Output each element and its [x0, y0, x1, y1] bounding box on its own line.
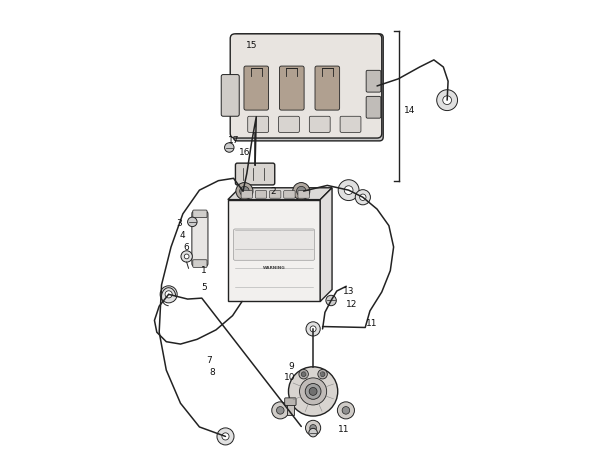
Circle shape — [288, 367, 338, 416]
FancyBboxPatch shape — [280, 66, 304, 110]
FancyBboxPatch shape — [221, 75, 239, 116]
FancyBboxPatch shape — [230, 34, 382, 138]
Text: WARNING: WARNING — [263, 266, 285, 270]
Circle shape — [225, 143, 234, 152]
Polygon shape — [228, 188, 332, 199]
FancyBboxPatch shape — [234, 229, 315, 260]
Circle shape — [437, 90, 458, 111]
Text: 12: 12 — [346, 300, 357, 309]
FancyBboxPatch shape — [193, 210, 207, 218]
FancyBboxPatch shape — [315, 66, 340, 110]
FancyBboxPatch shape — [287, 399, 294, 416]
FancyBboxPatch shape — [340, 116, 361, 133]
Circle shape — [338, 180, 359, 200]
FancyBboxPatch shape — [193, 260, 207, 267]
FancyBboxPatch shape — [309, 116, 330, 133]
FancyBboxPatch shape — [285, 398, 296, 406]
Text: 2: 2 — [270, 187, 275, 196]
FancyBboxPatch shape — [241, 190, 253, 198]
Circle shape — [318, 370, 327, 379]
Text: 11: 11 — [338, 425, 349, 434]
FancyBboxPatch shape — [248, 116, 269, 133]
Text: 16: 16 — [239, 148, 250, 157]
Circle shape — [299, 378, 327, 405]
Text: 7: 7 — [206, 356, 212, 365]
Circle shape — [297, 186, 306, 196]
Circle shape — [305, 383, 321, 399]
Circle shape — [293, 182, 310, 200]
Text: 5: 5 — [201, 283, 207, 292]
Text: 15: 15 — [246, 41, 257, 50]
FancyBboxPatch shape — [269, 190, 281, 198]
Circle shape — [360, 194, 366, 200]
FancyBboxPatch shape — [366, 96, 381, 118]
Circle shape — [301, 372, 306, 377]
Text: 17: 17 — [228, 136, 240, 145]
Circle shape — [320, 372, 325, 377]
FancyBboxPatch shape — [228, 200, 320, 302]
Text: 8: 8 — [209, 368, 215, 377]
Circle shape — [236, 182, 253, 200]
Circle shape — [181, 251, 192, 262]
FancyBboxPatch shape — [284, 190, 295, 198]
Text: 11: 11 — [365, 319, 377, 328]
Circle shape — [299, 370, 308, 379]
Text: 6: 6 — [184, 243, 190, 252]
FancyBboxPatch shape — [234, 34, 383, 141]
Text: 4: 4 — [180, 231, 185, 239]
Circle shape — [355, 190, 370, 205]
Circle shape — [326, 295, 337, 306]
Circle shape — [337, 402, 354, 419]
Circle shape — [310, 326, 316, 332]
FancyBboxPatch shape — [255, 190, 267, 198]
Circle shape — [240, 186, 249, 196]
Circle shape — [306, 322, 320, 336]
Circle shape — [442, 96, 452, 104]
Circle shape — [309, 428, 318, 437]
FancyBboxPatch shape — [244, 66, 269, 110]
Circle shape — [305, 420, 321, 436]
FancyBboxPatch shape — [278, 116, 299, 133]
Circle shape — [222, 433, 229, 440]
Circle shape — [188, 217, 197, 227]
Text: 9: 9 — [288, 362, 294, 371]
Circle shape — [310, 425, 316, 431]
Circle shape — [165, 291, 172, 298]
Polygon shape — [320, 188, 332, 302]
Circle shape — [272, 402, 289, 419]
Text: 14: 14 — [403, 106, 415, 115]
Circle shape — [342, 407, 349, 414]
Circle shape — [160, 286, 177, 303]
FancyBboxPatch shape — [236, 163, 275, 185]
Circle shape — [184, 254, 189, 259]
Circle shape — [217, 428, 234, 445]
Circle shape — [309, 388, 317, 395]
Circle shape — [344, 186, 353, 195]
FancyBboxPatch shape — [366, 70, 381, 92]
FancyBboxPatch shape — [192, 211, 208, 266]
Text: 3: 3 — [176, 219, 182, 228]
Text: 1: 1 — [201, 266, 207, 275]
Circle shape — [277, 407, 284, 414]
Text: 13: 13 — [343, 287, 354, 296]
Text: 10: 10 — [284, 373, 295, 382]
FancyBboxPatch shape — [298, 190, 309, 198]
